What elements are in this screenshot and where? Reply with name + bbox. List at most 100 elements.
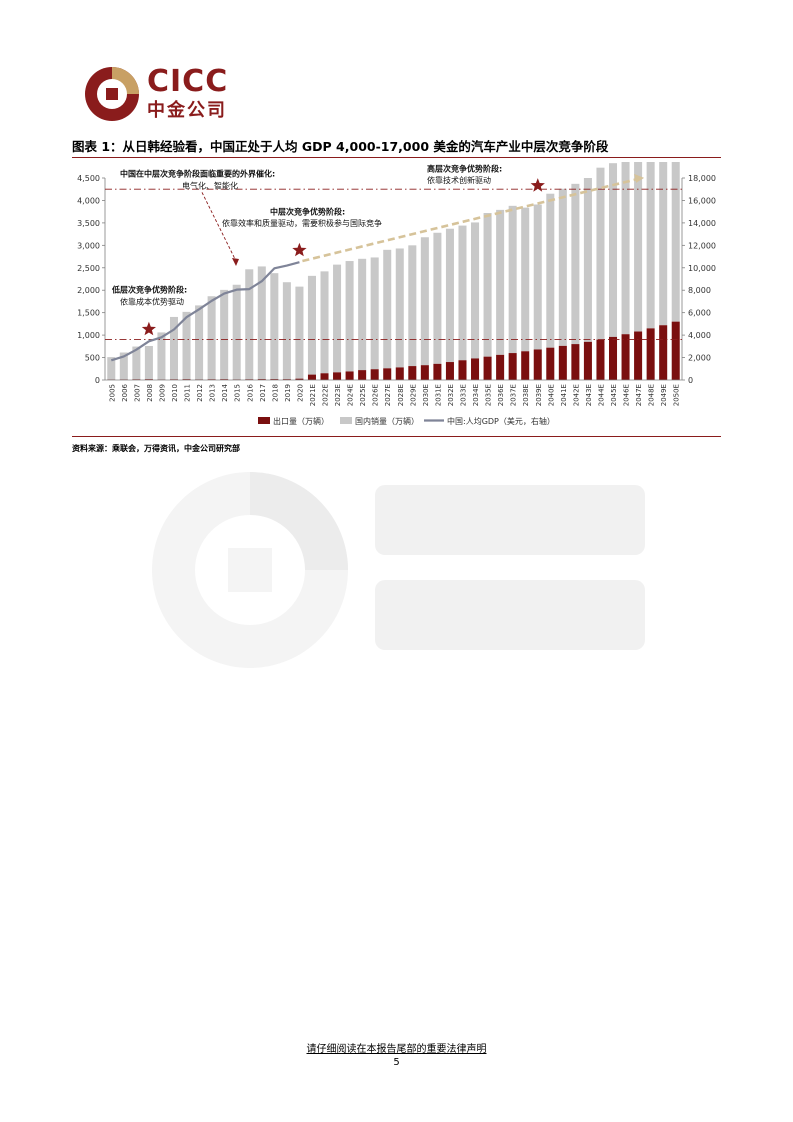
star-marker-icon xyxy=(292,242,307,257)
x-tick-label: 2040E xyxy=(547,384,555,406)
y-right-tick-label: 16,000 xyxy=(688,196,716,205)
x-tick-label: 2038E xyxy=(522,384,530,406)
bar-export-2050E xyxy=(671,321,680,380)
bar-export-2037E xyxy=(508,353,517,380)
x-tick-label: 2046E xyxy=(623,384,631,406)
bar-domestic-2033E xyxy=(458,225,467,361)
y-right-tick-label: 6,000 xyxy=(688,309,711,318)
title-divider xyxy=(72,157,721,158)
bar-domestic-2032E xyxy=(445,228,454,363)
bar-domestic-2005 xyxy=(107,357,116,380)
y-left-tick-label: 2,500 xyxy=(77,264,100,273)
x-tick-label: 2028E xyxy=(397,384,405,406)
trend-arrow-line xyxy=(302,177,639,263)
bar-export-2048E xyxy=(646,328,655,380)
bar-domestic-2035E xyxy=(483,213,492,357)
pointer-arrow-line xyxy=(201,192,237,262)
x-tick-label: 2020 xyxy=(296,384,304,402)
bar-domestic-2024E xyxy=(345,261,354,372)
x-tick-label: 2044E xyxy=(597,384,605,406)
bar-export-2018 xyxy=(270,379,279,380)
x-tick-label: 2050E xyxy=(673,384,681,406)
x-tick-label: 2029E xyxy=(409,384,417,406)
bar-domestic-2016 xyxy=(245,269,254,380)
y-right-tick-label: 14,000 xyxy=(688,219,716,228)
bar-domestic-2026E xyxy=(370,257,379,370)
x-tick-label: 2013 xyxy=(209,384,217,402)
star-marker-icon xyxy=(141,321,156,336)
x-tick-label: 2019 xyxy=(284,384,292,402)
legend-swatch-domestic xyxy=(340,417,352,424)
bar-domestic-2023E xyxy=(333,264,342,373)
x-tick-label: 2016 xyxy=(246,383,254,401)
annotation-mid-title: 中层次竞争优势阶段: xyxy=(270,206,345,216)
bar-export-2033E xyxy=(458,360,467,380)
bar-domestic-2045E xyxy=(608,163,618,337)
annotation-low-desc: 依靠成本优势驱动 xyxy=(120,297,184,307)
bar-export-2029E xyxy=(408,366,417,380)
x-tick-label: 2015 xyxy=(234,384,242,402)
y-right-tick-label: 10,000 xyxy=(688,264,716,273)
bar-domestic-2010 xyxy=(169,316,179,380)
y-right-tick-label: 2,000 xyxy=(688,354,711,363)
annotation-high-title: 高层次竞争优势阶段: xyxy=(427,163,502,173)
x-tick-label: 2023E xyxy=(334,384,342,406)
bar-export-2014 xyxy=(220,379,229,380)
legal-notice-link[interactable]: 请仔细阅读在本报告尾部的重要法律声明 xyxy=(306,1044,487,1055)
bar-domestic-2049E xyxy=(659,162,668,326)
y-left-tick-label: 3,000 xyxy=(77,241,100,250)
bar-export-2011 xyxy=(182,379,191,380)
x-tick-label: 2039E xyxy=(535,384,543,406)
bar-domestic-2050E xyxy=(671,162,680,322)
bar-domestic-2013 xyxy=(207,296,216,380)
bar-export-2028E xyxy=(395,367,404,380)
x-tick-label: 2032E xyxy=(447,384,455,406)
bar-export-2043E xyxy=(583,341,592,380)
figure-source: 资料来源：乘联会，万得资讯，中金公司研究部 xyxy=(72,444,240,453)
bar-export-2026E xyxy=(370,369,379,380)
figure-title: 图表 1：从日韩经验看，中国正处于人均 GDP 4,000-17,000 美金的… xyxy=(72,139,609,154)
bar-export-2020 xyxy=(295,378,304,380)
x-tick-label: 2037E xyxy=(510,384,518,406)
bar-export-2045E xyxy=(608,336,618,380)
x-tick-label: 2034E xyxy=(472,384,480,406)
bar-domestic-2041E xyxy=(558,188,567,346)
bar-domestic-2027E xyxy=(383,249,392,369)
y-right-tick-label: 4,000 xyxy=(688,331,711,340)
cicc-logo-icon xyxy=(85,67,139,121)
bar-domestic-2018 xyxy=(270,273,279,380)
bar-domestic-2025E xyxy=(358,258,367,371)
bar-domestic-2015 xyxy=(232,284,241,380)
x-tick-label: 2042E xyxy=(572,384,580,406)
x-tick-label: 2021E xyxy=(309,384,317,406)
bar-domestic-2036E xyxy=(496,209,505,355)
bar-domestic-2034E xyxy=(471,222,480,359)
legend-label-gdp: 中国:人均GDP（美元，右轴） xyxy=(447,416,555,426)
bar-export-2035E xyxy=(483,356,492,380)
bar-export-2019 xyxy=(282,379,291,380)
bar-export-2040E xyxy=(546,347,555,380)
y-left-tick-label: 4,500 xyxy=(77,174,100,183)
trend-arrow-head-icon xyxy=(634,173,645,183)
x-tick-label: 2048E xyxy=(648,384,656,406)
bar-domestic-2044E xyxy=(596,167,605,340)
x-tick-label: 2033E xyxy=(459,384,467,406)
bar-export-2025E xyxy=(358,370,367,380)
legend-label-export: 出口量（万辆） xyxy=(273,416,329,426)
bar-domestic-2030E xyxy=(420,237,429,366)
bar-domestic-2046E xyxy=(621,162,630,335)
x-tick-label: 2035E xyxy=(485,384,493,406)
bar-domestic-2019 xyxy=(282,282,291,380)
x-tick-label: 2026E xyxy=(372,384,380,406)
bar-export-2042E xyxy=(571,344,580,380)
bar-export-2022E xyxy=(320,373,329,380)
annotation-mid-desc: 依靠效率和质量驱动，需要积极参与国际竞争 xyxy=(222,218,382,228)
brand-name-cn: 中金公司 xyxy=(147,100,227,121)
bar-domestic-2047E xyxy=(634,162,643,332)
bar-domestic-2043E xyxy=(583,178,592,342)
bar-export-2038E xyxy=(521,351,530,380)
x-tick-label: 2006 xyxy=(121,383,129,401)
annotation-high-desc: 依靠技术创新驱动 xyxy=(427,175,491,185)
bar-domestic-2007 xyxy=(132,346,141,380)
x-tick-label: 2031E xyxy=(434,384,442,406)
